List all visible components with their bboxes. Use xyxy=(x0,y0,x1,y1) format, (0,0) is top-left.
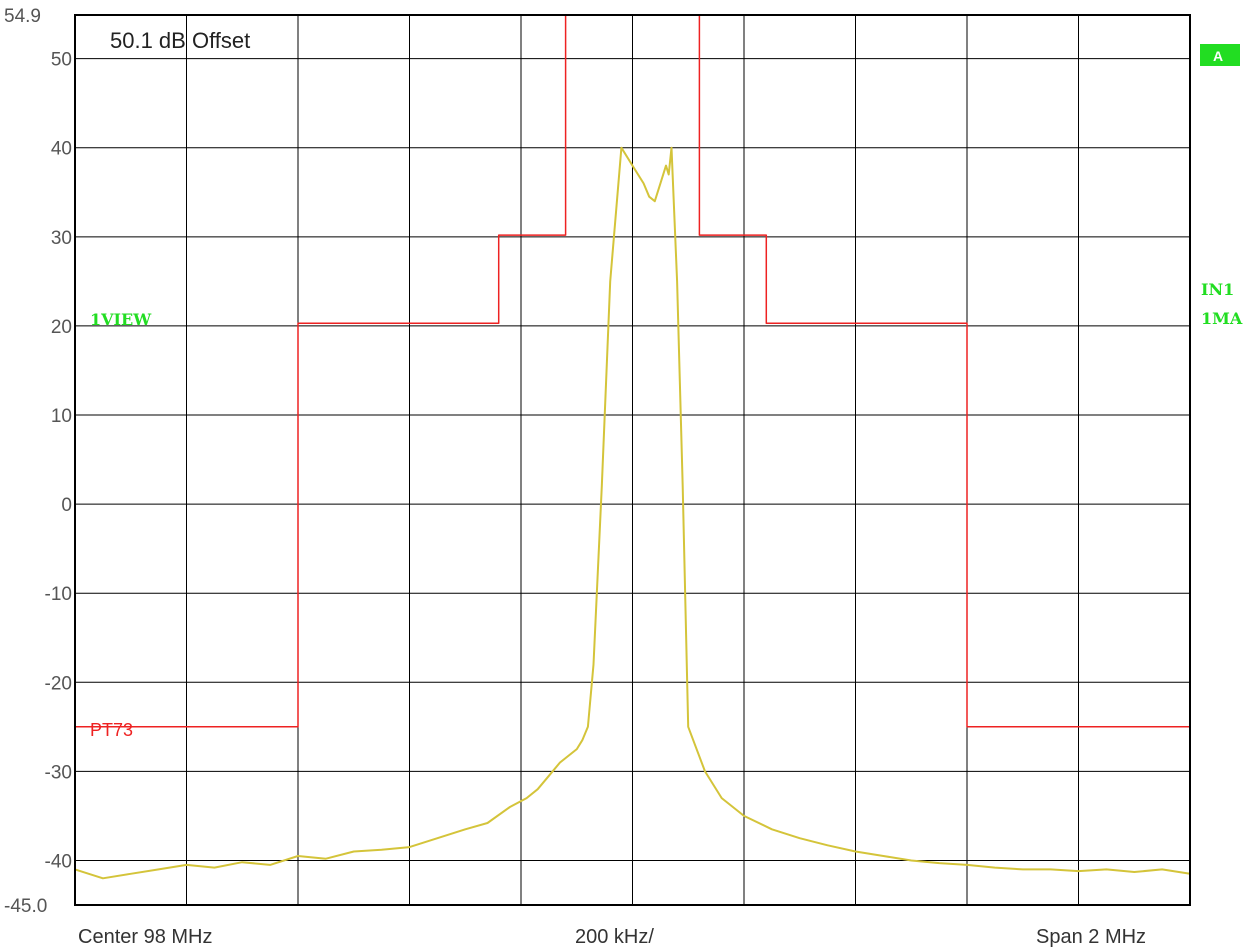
y-tick-label: 40 xyxy=(51,139,72,160)
offset-label: 50.1 dB Offset xyxy=(110,28,250,53)
center-frequency-label: Center 98 MHz xyxy=(78,926,213,948)
chart-grid xyxy=(75,15,1190,905)
span-label: Span 2 MHz xyxy=(1036,926,1146,948)
y-tick-label: 10 xyxy=(51,406,72,427)
plot-frame xyxy=(74,14,1191,906)
y-tick-label: -30 xyxy=(45,762,72,783)
y-tick-label: -10 xyxy=(45,584,72,605)
right-marker-bottom: 1MA xyxy=(1201,309,1243,328)
span-per-division-label: 200 kHz/ xyxy=(575,926,654,948)
y-top-label: 54.9 xyxy=(4,6,41,27)
spectrum-trace xyxy=(74,146,1191,880)
trace-a-badge-label: A xyxy=(1213,48,1223,64)
view-marker-label: 1VIEW xyxy=(90,310,152,329)
y-tick-label: 30 xyxy=(51,228,72,249)
limit-line-label: PT73 xyxy=(90,720,133,740)
y-tick-label: 0 xyxy=(61,495,72,516)
y-tick-label: -20 xyxy=(45,673,72,694)
y-bottom-label: -45.0 xyxy=(4,896,47,917)
y-tick-label: -40 xyxy=(45,851,72,872)
right-marker-top: IN1 xyxy=(1201,280,1234,299)
y-tick-labels: 50 40 30 20 10 0 -10 -20 -30 -40 xyxy=(45,50,72,873)
y-tick-label: 20 xyxy=(51,317,72,338)
y-tick-label: 50 xyxy=(51,50,72,71)
trace-a-badge xyxy=(1200,44,1240,66)
